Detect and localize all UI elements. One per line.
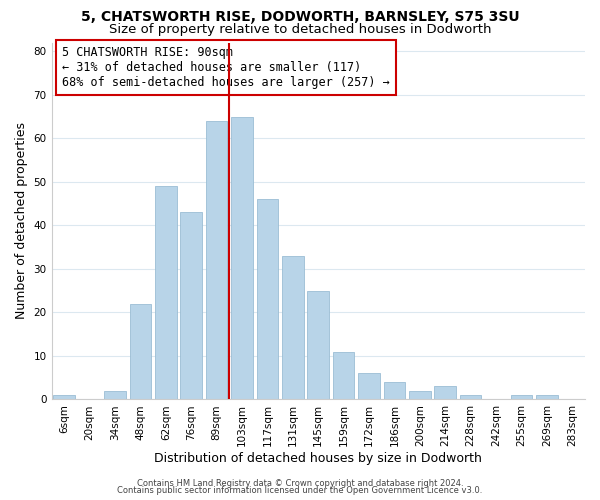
Bar (460, 395, 481, 400)
Bar (257, 199, 278, 400)
X-axis label: Distribution of detached houses by size in Dodworth: Distribution of detached houses by size … (154, 452, 482, 465)
Bar (409, 391, 431, 400)
Bar (307, 290, 329, 400)
Bar (181, 212, 202, 400)
Text: Contains HM Land Registry data © Crown copyright and database right 2024.: Contains HM Land Registry data © Crown c… (137, 478, 463, 488)
Text: 5 CHATSWORTH RISE: 90sqm
← 31% of detached houses are smaller (117)
68% of semi-: 5 CHATSWORTH RISE: 90sqm ← 31% of detach… (62, 46, 390, 89)
Bar (511, 395, 532, 400)
Text: Size of property relative to detached houses in Dodworth: Size of property relative to detached ho… (109, 22, 491, 36)
Y-axis label: Number of detached properties: Number of detached properties (15, 122, 28, 320)
Bar (333, 352, 355, 400)
Bar (231, 116, 253, 400)
Text: 5, CHATSWORTH RISE, DODWORTH, BARNSLEY, S75 3SU: 5, CHATSWORTH RISE, DODWORTH, BARNSLEY, … (80, 10, 520, 24)
Bar (53, 395, 75, 400)
Bar (104, 391, 126, 400)
Bar (155, 186, 176, 400)
Bar (536, 395, 557, 400)
Bar (358, 374, 380, 400)
Bar (434, 386, 456, 400)
Bar (130, 304, 151, 400)
Bar (206, 121, 227, 400)
Bar (383, 382, 405, 400)
Bar (282, 256, 304, 400)
Text: Contains public sector information licensed under the Open Government Licence v3: Contains public sector information licen… (118, 486, 482, 495)
